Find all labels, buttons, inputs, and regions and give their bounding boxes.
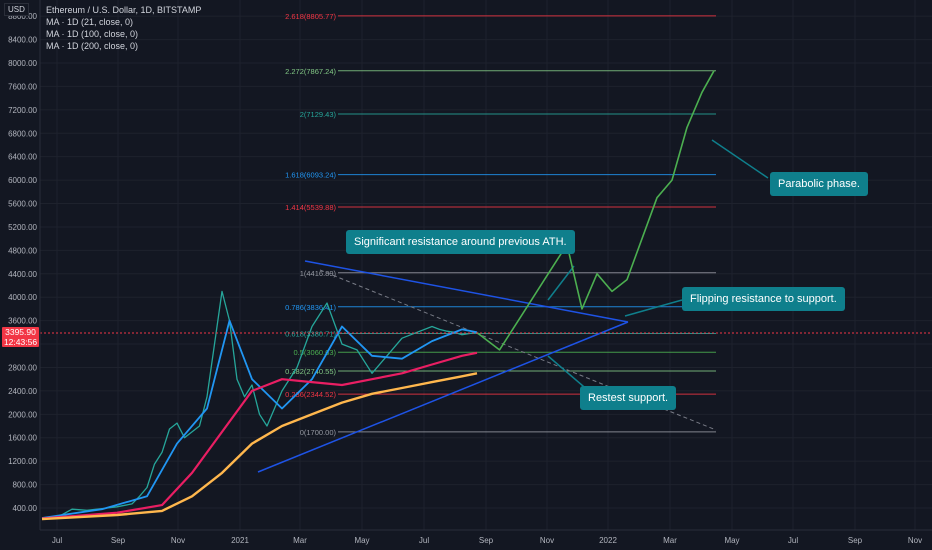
y-tick-label: 4800.00 [8,246,37,255]
legend-symbol[interactable]: Ethereum / U.S. Dollar, 1D, BITSTAMP [46,5,202,15]
legend-ma-100[interactable]: MA · 1D (100, close, 0) [46,29,139,39]
fibonacci-levels: 2.618(8805.77) 2.272(7867.24) 2(7129.43) 1.… [285,12,716,437]
x-tick-label: 2022 [599,536,617,545]
currency-badge[interactable]: USD [4,3,29,16]
x-tick-label: Nov [540,536,554,545]
fib-label-2.618: 2.618(8805.77) [285,12,336,21]
fib-label-2: 2(7129.43) [300,110,337,119]
y-tick-label: 3600.00 [8,317,37,326]
chart-legend: Ethereum / U.S. Dollar, 1D, BITSTAMP MA … [46,4,201,52]
time-axis-bg [0,530,932,550]
x-tick-label: Mar [293,536,307,545]
x-tick-label: Nov [171,536,185,545]
x-tick-label: Jul [788,536,798,545]
price-axis-bg [0,0,40,550]
callout-flipping[interactable]: Flipping resistance to support. [682,287,845,311]
y-tick-label: 8000.00 [8,59,37,68]
y-tick-label: 6000.00 [8,176,37,185]
fib-label-1.618: 1.618(6093.24) [285,171,336,180]
time-axis: Jul Sep Nov 2021 Mar May Jul Sep Nov 2022 Mar May Ju… [0,529,932,550]
x-tick-label: 2021 [231,536,249,545]
x-tick-label: Jul [419,536,429,545]
series-ma-21 [41,319,478,519]
y-tick-label: 2800.00 [8,363,37,372]
x-tick-label: Jul [52,536,62,545]
resistance-trendline [304,260,629,323]
callout-pointer-flipping [624,299,683,317]
current-price-tag: 3395.90 12:43:56 [2,327,39,347]
price-series [41,70,715,521]
fib-label-0.236: 0.236(2344.52) [285,390,336,399]
fib-label-0.618: 0.618(3380.71) [285,329,336,338]
x-tick-label: Mar [663,536,677,545]
callout-pointer-ath [547,265,575,301]
y-tick-label: 4400.00 [8,270,37,279]
legend-ma-200[interactable]: MA · 1D (200, close, 0) [46,41,139,51]
x-tick-label: May [354,536,369,545]
x-tick-label: Sep [111,536,126,545]
fib-label-2.272: 2.272(7867.24) [285,67,336,76]
y-tick-label: 4000.00 [8,293,37,302]
series-projection [476,70,715,351]
callout-retest[interactable]: Restest support. [580,386,677,410]
x-tick-label: May [724,536,739,545]
callout-ath[interactable]: Significant resistance around previous A… [346,230,575,254]
y-tick-label: 5600.00 [8,200,37,209]
fib-label-0.786: 0.786(3836.41) [285,303,336,312]
fib-label-0.5: 0.5(3060.63) [293,348,336,357]
support-trendline [257,321,629,473]
x-tick-label: Sep [848,536,863,545]
callout-pointer-parabolic [711,139,769,179]
y-tick-label: 8800.00 [8,12,37,21]
y-tick-label: 1200.00 [8,457,37,466]
y-tick-label: 5200.00 [8,223,37,232]
dashed-trendline [319,269,717,431]
y-tick-label: 6800.00 [8,129,37,138]
series-ethusd [41,290,478,519]
bar-countdown: 12:43:56 [3,337,38,347]
current-price: 3395.90 [5,327,36,337]
fib-label-0.382: 0.382(2740.55) [285,367,336,376]
y-tick-label: 7600.00 [8,82,37,91]
y-tick-label: 800.00 [13,481,38,490]
callout-parabolic[interactable]: Parabolic phase. [770,172,868,196]
legend-ma-21[interactable]: MA · 1D (21, close, 0) [46,17,134,27]
y-tick-label: 6400.00 [8,153,37,162]
y-tick-label: 400.00 [13,504,38,513]
y-tick-label: 8400.00 [8,36,37,45]
fib-label-1: 1(4416.89) [300,269,337,278]
y-tick-label: 2000.00 [8,410,37,419]
y-tick-label: 2400.00 [8,387,37,396]
series-ma-100 [41,351,478,520]
fib-label-0: 0(1700.00) [300,428,337,437]
series-ma-200 [41,372,478,521]
fib-label-1.414: 1.414(5539.88) [285,203,336,212]
y-tick-label: 7200.00 [8,106,37,115]
price-axis: 400.00 800.00 1200.00 1600.00 2000.00 2400.00… [0,0,41,550]
y-tick-label: 1600.00 [8,434,37,443]
x-tick-label: Sep [479,536,494,545]
chart-grid [40,0,932,530]
x-tick-label: Nov [908,536,922,545]
